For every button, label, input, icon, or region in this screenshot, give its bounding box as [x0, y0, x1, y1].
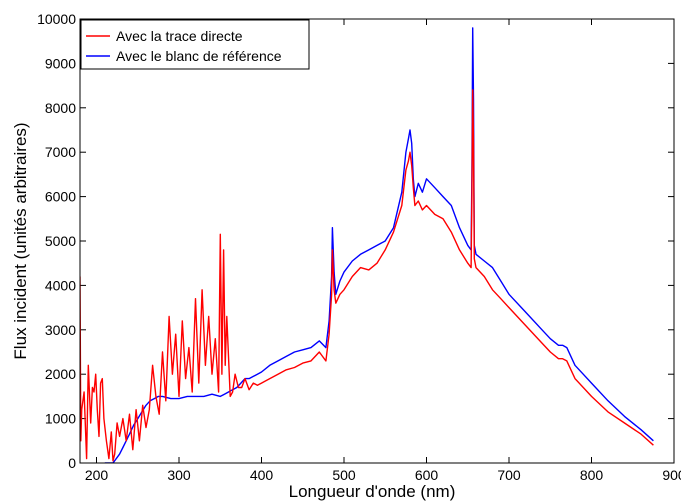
y-tick-label: 3000: [45, 322, 76, 338]
legend-label-avec-la-trace-directe: Avec la trace directe: [116, 28, 243, 44]
x-tick-label: 800: [580, 467, 604, 483]
y-tick-label: 8000: [45, 100, 76, 116]
y-axis-label: Flux incident (unités arbitraires): [11, 122, 30, 359]
y-tick-label: 1000: [45, 411, 76, 427]
legend-label-avec-le-blanc-de-reference: Avec le blanc de référence: [116, 48, 282, 64]
y-tick-label: 0: [68, 455, 76, 471]
y-tick-label: 6000: [45, 189, 76, 205]
x-tick-label: 500: [332, 467, 356, 483]
series-line-avec-la-trace-directe: [80, 89, 654, 462]
x-axis-label: Longueur d'onde (nm): [289, 482, 456, 501]
legend: Avec la trace directe Avec le blanc de r…: [80, 19, 310, 70]
y-tick-label: 9000: [45, 55, 76, 71]
x-tick-label: 300: [167, 467, 191, 483]
x-tick-label: 700: [497, 467, 521, 483]
y-tick-label: 7000: [45, 144, 76, 160]
legend-box: [80, 19, 310, 70]
x-tick-label: 400: [250, 467, 274, 483]
x-tick-label: 200: [85, 467, 109, 483]
y-tick-label: 2000: [45, 366, 76, 382]
plot-frame: [79, 18, 675, 464]
plot-area: [80, 19, 674, 463]
axis-ticks: 2003004005006007008009000100020003000400…: [37, 11, 681, 483]
y-tick-label: 5000: [45, 233, 76, 249]
x-tick-label: 600: [415, 467, 439, 483]
series-line-avec-le-blanc-de-reference: [104, 27, 654, 463]
x-tick-label: 900: [662, 467, 681, 483]
y-tick-label: 4000: [45, 277, 76, 293]
y-tick-label: 10000: [37, 11, 76, 27]
series-layer: [80, 27, 654, 463]
